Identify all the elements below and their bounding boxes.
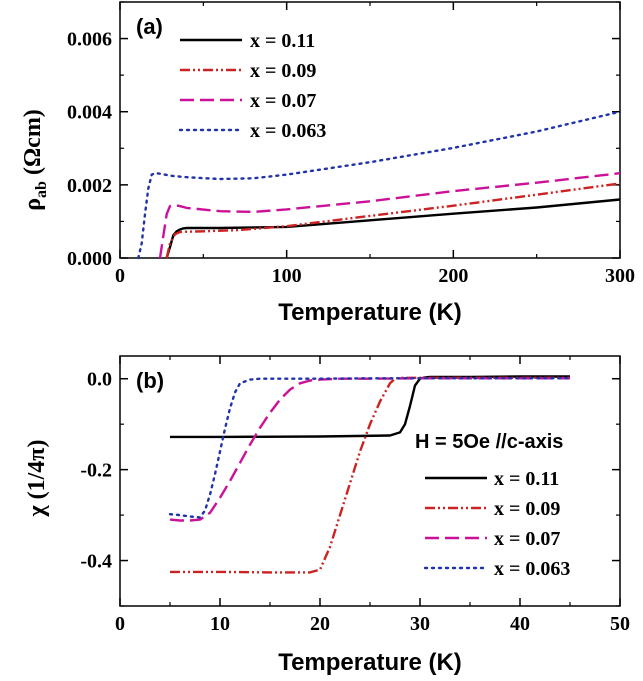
panel-b-xtick-label: 40 — [510, 613, 530, 635]
panel-a-ytick-label: 0.004 — [67, 102, 112, 124]
panel-b-xtick-label: 30 — [410, 613, 430, 635]
panel-b-ytick-label: -0.4 — [80, 551, 112, 573]
panel-b-series-line-3 — [169, 377, 570, 522]
panel-b-xtick-label: 10 — [210, 613, 230, 635]
panel-a-series-line-2 — [165, 182, 621, 259]
panel-a-legend-label-3: x = 0.07 — [250, 90, 316, 112]
panel-a-ytick-label: 0.002 — [67, 175, 112, 197]
panel-a-xtick-label: 200 — [438, 265, 468, 287]
panel-b-xtick-label: 50 — [610, 613, 630, 635]
panel-a-xtick-label: 0 — [115, 265, 125, 287]
panel-a-xlabel: Temperature (K) — [278, 299, 462, 326]
panel-b-legend-label-2: x = 0.09 — [494, 498, 560, 520]
panel-a-series-line-3 — [158, 172, 621, 259]
panel-a-ytick-label: 0.006 — [67, 29, 112, 51]
panel-b-series-line-4 — [168, 377, 572, 519]
panel-b-ytick-label: -0.2 — [80, 460, 112, 482]
panel-b-ytick-label: 0.0 — [87, 369, 112, 391]
panel-a-xtick-label: 100 — [272, 265, 302, 287]
panel-a-ytick-label: 0.000 — [67, 248, 112, 270]
panel-a-legend-label-2: x = 0.09 — [250, 60, 316, 82]
panel-a-series-line-4 — [137, 110, 622, 260]
panel-b-xlabel: Temperature (K) — [278, 649, 462, 676]
panel-a-label: (a) — [136, 14, 163, 39]
panel-a-series-line-1 — [165, 198, 621, 259]
field-annotation: H = 5Oe //c-axis — [415, 431, 563, 453]
panel-b-xtick-label: 0 — [115, 613, 125, 635]
panel-a-ylabel: ρab (Ωcm) — [20, 109, 50, 211]
panel-b-series-line-2 — [170, 376, 570, 574]
panel-a-legend-label-1: x = 0.11 — [250, 30, 315, 52]
panel-b-xtick-label: 20 — [310, 613, 330, 635]
panel-a-xtick-label: 300 — [605, 265, 635, 287]
panel-b-legend-label-3: x = 0.07 — [494, 528, 560, 550]
panel-b-series-line-1 — [170, 375, 570, 439]
panel-b-label: (b) — [136, 368, 164, 393]
panel-a-resistivity: (a) ρab (Ωcm) Temperature (K) 0 100 200 300… — [20, 1, 635, 326]
panel-b-legend-label-4: x = 0.063 — [494, 558, 570, 580]
panel-b-ylabel: χ (1/4π) — [24, 440, 50, 518]
panel-a-legend-label-4: x = 0.063 — [250, 120, 326, 142]
panel-b-legend-label-1: x = 0.11 — [494, 468, 559, 490]
panel-b-susceptibility: (b) χ (1/4π) Temperature (K) H = 5Oe //c… — [24, 355, 630, 676]
